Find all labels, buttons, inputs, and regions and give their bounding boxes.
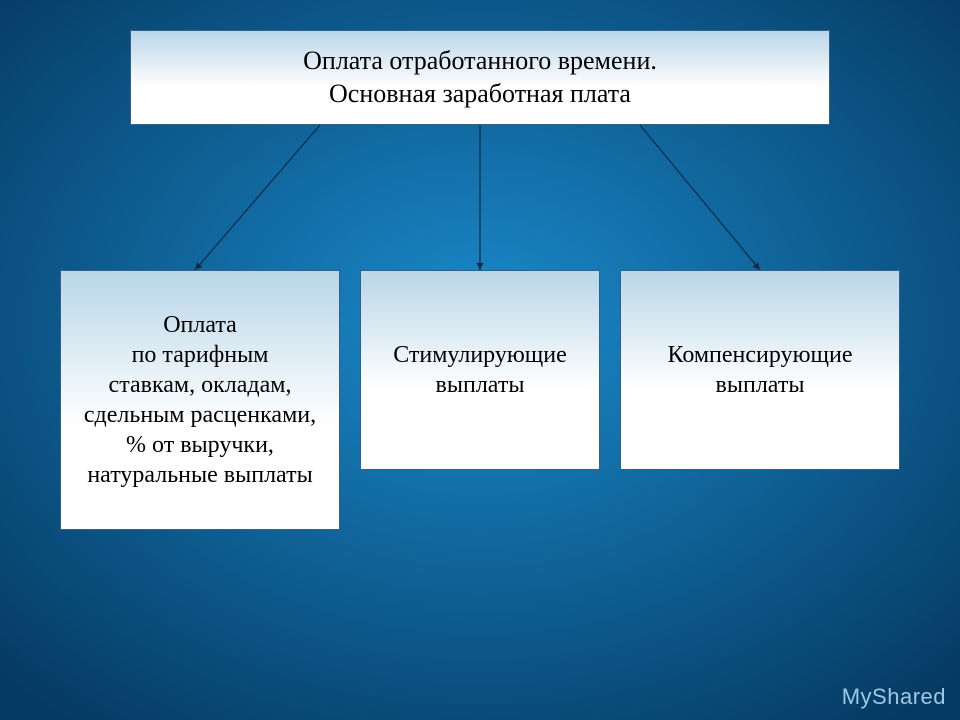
header-box: Оплата отработанного времени. Основная з… [130, 30, 830, 125]
child-text: Стимулирующие выплаты [393, 340, 567, 400]
watermark-light: My [842, 684, 872, 709]
child-box-tariff: Оплата по тарифным ставкам, окладам, сде… [60, 270, 340, 530]
child-box-incentive: Стимулирующие выплаты [360, 270, 600, 470]
connector-line [640, 125, 760, 270]
child-text: Компенсирующие выплаты [668, 340, 853, 400]
child-text: Оплата по тарифным ставкам, окладам, сде… [84, 310, 316, 490]
connector-line [195, 125, 320, 270]
watermark-bold: Shared [872, 684, 946, 709]
child-box-compensation: Компенсирующие выплаты [620, 270, 900, 470]
watermark: MyShared [842, 684, 946, 710]
header-text: Оплата отработанного времени. Основная з… [303, 45, 657, 110]
slide-canvas: Оплата отработанного времени. Основная з… [0, 0, 960, 720]
